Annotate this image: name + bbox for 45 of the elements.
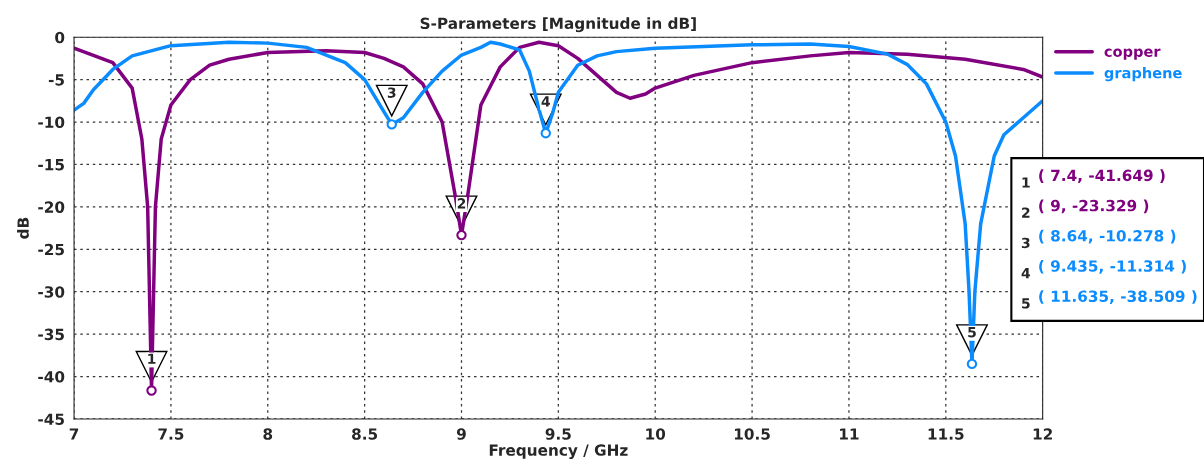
x-tick-label: 9.5: [545, 428, 571, 440]
chart-title: S-Parameters [Magnitude in dB]: [420, 17, 696, 33]
x-tick-label: 8.5: [352, 428, 378, 440]
annotation: 2: [457, 198, 466, 209]
y-tick-label: -5: [48, 74, 64, 86]
point: [966, 358, 978, 370]
legend-label: graphene: [1104, 67, 1182, 82]
annotation: ( 7.4, -41.649 ): [1039, 169, 1165, 184]
text: 5: [1022, 298, 1030, 309]
x-tick-label: 11.5: [928, 428, 964, 440]
x-tick-label: 7: [69, 428, 79, 440]
x-tick-label: 7.5: [158, 428, 184, 440]
text: 4: [1021, 268, 1031, 279]
x-tick-label: 10: [646, 428, 666, 440]
text: 1: [1022, 177, 1030, 188]
annotation: 5: [968, 327, 976, 338]
text: 3: [1021, 237, 1030, 249]
annotation: 1: [148, 353, 156, 364]
y-tick-label: -25: [38, 243, 64, 256]
y-tick-label: 0: [55, 31, 65, 44]
y-tick-label: -40: [38, 371, 65, 383]
y-tick-label: -35: [38, 328, 64, 341]
y-axis-title: dB: [17, 217, 29, 239]
y-tick-label: -15: [38, 159, 64, 171]
annotation: ( 11.635, -38.509 ): [1039, 290, 1197, 304]
annotation: 4: [541, 96, 550, 107]
point: [386, 119, 397, 130]
annotation: ( 9, -23.329 ): [1039, 199, 1149, 214]
annotation: ( 8.64, -10.278 ): [1039, 229, 1176, 244]
x-axis-title: Frequency / GHz: [489, 444, 628, 459]
y-tick-label: -20: [38, 201, 65, 213]
y-tick-label: -45: [38, 413, 64, 425]
x-tick-label: 10.5: [734, 428, 770, 440]
x-tick-label: 8: [263, 428, 273, 440]
x-tick-label: 9: [456, 428, 466, 440]
annotation: 3: [387, 87, 396, 98]
y-tick-label: -10: [38, 116, 65, 129]
point: [456, 229, 467, 241]
point: [146, 385, 157, 396]
x-tick-label: 12: [1033, 428, 1052, 440]
y-tick-label: -30: [38, 286, 65, 298]
annotation: ( 9.435, -11.314 ): [1039, 260, 1186, 274]
x-tick-label: 11: [840, 428, 859, 440]
text: 2: [1022, 207, 1030, 218]
legend-label: copper: [1104, 48, 1161, 60]
